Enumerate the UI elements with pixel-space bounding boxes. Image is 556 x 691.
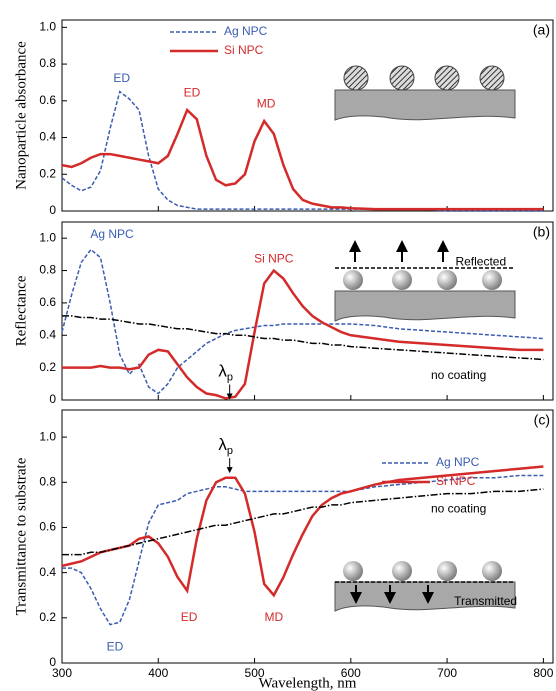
y-tick-label: 0.2	[39, 166, 56, 180]
annotation: MD	[264, 610, 283, 624]
series-label: no coating	[431, 368, 486, 382]
x-axis-label: Wavelength, nm	[259, 675, 357, 691]
inset-c	[334, 561, 516, 612]
y-tick-label: 0.8	[39, 474, 56, 488]
x-tick-label: 800	[533, 666, 553, 680]
y-axis-label: Reflectance	[13, 275, 29, 346]
x-tick-label: 600	[341, 666, 361, 680]
series-label: Si NPC	[254, 251, 294, 265]
annotation: λp	[218, 362, 233, 383]
annotation: λp	[218, 436, 233, 457]
x-tick-label: 300	[52, 666, 72, 680]
y-tick-label: 0.2	[39, 360, 56, 374]
panel-label: (b)	[533, 224, 550, 240]
y-tick-label: 0.6	[39, 295, 56, 309]
annotation-symbol: λ	[218, 436, 227, 455]
x-tick-label: 700	[437, 666, 457, 680]
annotation: ED	[113, 71, 130, 85]
annotation: ED	[107, 639, 124, 653]
y-tick-label: 1.0	[39, 429, 56, 443]
series-label: no coating	[431, 502, 486, 516]
y-axis-label: Transmittance to substrate	[13, 457, 29, 615]
inset-b	[334, 240, 516, 322]
plot-frame	[61, 221, 554, 401]
plot-frame	[61, 409, 554, 664]
y-tick-label: 0	[49, 655, 56, 669]
x-tick-label: 400	[148, 666, 168, 680]
y-tick-label: 1.0	[39, 230, 56, 244]
y-tick-label: 0.4	[39, 130, 56, 144]
annotation: Reflected	[455, 255, 506, 269]
series-line	[62, 474, 544, 626]
panel-label: (c)	[534, 412, 550, 428]
x-tick-label: 500	[245, 666, 265, 680]
series-line	[62, 488, 544, 556]
y-tick-label: 0.2	[39, 610, 56, 624]
series-label: Ag NPC	[90, 227, 134, 241]
y-tick-label: 0.4	[39, 327, 56, 341]
legend-label: Ag NPC	[436, 455, 480, 469]
y-tick-label: 1.0	[39, 20, 56, 34]
plot-frame	[61, 19, 554, 212]
annotation: MD	[257, 97, 276, 111]
y-tick-label: 0.8	[39, 56, 56, 70]
y-tick-label: 0.8	[39, 263, 56, 277]
annotation: ED	[184, 86, 201, 100]
inset-a	[334, 65, 516, 121]
annotation-subscript: p	[227, 445, 233, 457]
legend-label: Si NPC	[436, 474, 476, 488]
series-line	[62, 268, 544, 400]
series-line	[61, 107, 544, 211]
annotation: ED	[181, 610, 198, 624]
series-line	[62, 315, 544, 361]
annotation: Transmitted	[454, 594, 517, 608]
y-tick-label: 0.6	[39, 520, 56, 534]
legend-label: Si NPC	[224, 43, 264, 57]
annotation-symbol: λ	[218, 362, 227, 381]
panel-label: (a)	[533, 22, 550, 38]
annotation-subscript: p	[227, 371, 233, 383]
y-tick-label: 0	[49, 392, 56, 406]
legend-label: Ag NPC	[224, 24, 268, 38]
y-axis-label: Nanoparticle absorbance	[13, 41, 29, 190]
y-tick-label: 0.6	[39, 93, 56, 107]
series-line	[61, 248, 544, 395]
y-tick-label: 0	[49, 203, 56, 217]
y-tick-label: 0.4	[39, 565, 56, 579]
